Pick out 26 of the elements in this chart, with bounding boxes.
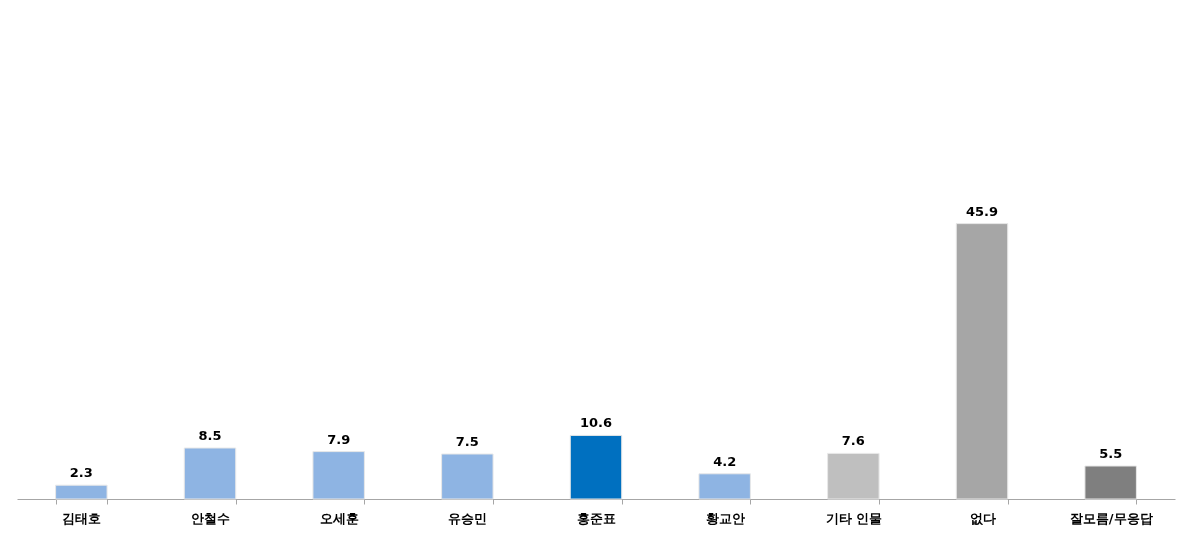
bar	[698, 473, 751, 500]
data-label: 7.5	[455, 434, 479, 449]
x-tick-label: 잘모름/무응답	[1069, 510, 1153, 526]
data-label: 2.3	[69, 465, 93, 481]
x-tick-label: 황교안	[705, 510, 745, 526]
data-label: 4.2	[713, 453, 737, 469]
x-tick-label: 유승민	[448, 510, 488, 526]
data-label: 10.6	[579, 415, 613, 431]
data-label: 8.5	[198, 428, 222, 443]
x-tick-label: 김태호	[62, 510, 102, 526]
bar	[312, 451, 365, 500]
x-tick-label: 안철수	[191, 510, 230, 526]
data-label: 7.6	[841, 433, 865, 449]
bar	[827, 452, 880, 500]
bar	[55, 484, 108, 500]
x-tick-label: 없다	[969, 510, 996, 526]
x-tick-label: 오세훈	[319, 510, 359, 526]
x-tick-label: 기타 인물	[825, 510, 883, 526]
bar	[441, 453, 494, 500]
data-label: 45.9	[965, 203, 999, 219]
x-tick-label: 홍준표	[577, 510, 616, 526]
bar	[569, 434, 623, 500]
bar	[183, 447, 237, 500]
data-label: 5.5	[1099, 446, 1123, 461]
bar	[1084, 465, 1137, 500]
data-label: 7.9	[327, 431, 351, 447]
